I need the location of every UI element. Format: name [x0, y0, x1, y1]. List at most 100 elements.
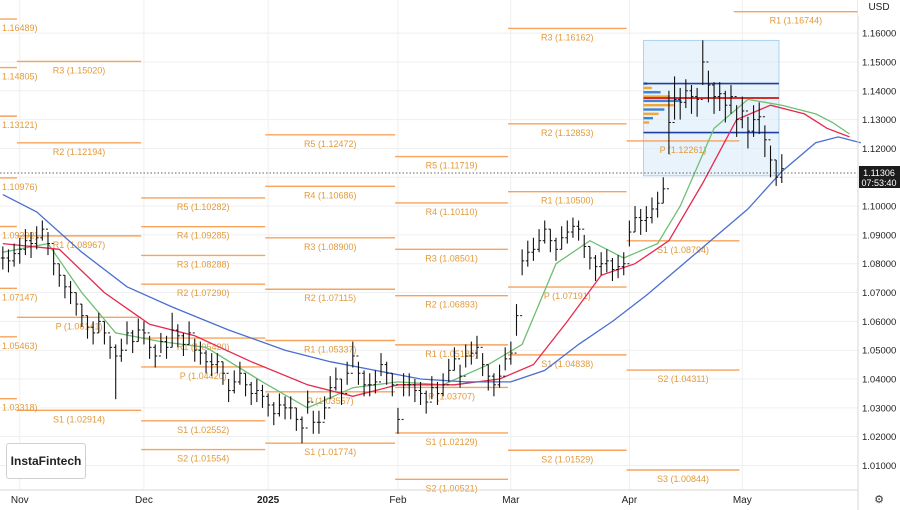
ohlc-bar	[395, 384, 400, 434]
ohlc-bar	[604, 249, 609, 273]
pivot-level-label: 1.16489)	[2, 23, 38, 33]
pivot-level-label: S2 (1.04311)	[657, 374, 708, 384]
ohlc-bar	[170, 312, 175, 348]
ohlc-bar	[125, 321, 130, 351]
pivot-level-label: R1 (1.05185)	[425, 349, 478, 359]
ohlc-bar	[666, 90, 671, 190]
ohlc-bar	[147, 332, 152, 359]
ohlc-bar	[525, 240, 530, 267]
profile-histogram-bar	[643, 116, 653, 120]
pivot-level-label: R3 (1.08501)	[425, 253, 478, 263]
ohlc-bar	[288, 396, 293, 420]
y-tick-label: 1.01000	[862, 461, 896, 472]
ohlc-bar	[723, 90, 728, 123]
pivot-level-label: S1 (1.02914)	[53, 414, 105, 424]
ohlc-bar	[226, 372, 231, 403]
ohlc-bar	[435, 381, 440, 405]
pivot-level-label: R1 (1.08967)	[53, 240, 106, 250]
y-tick-label: 1.06000	[862, 317, 896, 328]
ohlc-bar	[424, 390, 429, 414]
ohlc-bar	[678, 87, 683, 120]
ohlc-bar	[215, 353, 220, 374]
ohlc-bar	[232, 370, 237, 394]
settings-gear-icon[interactable]: ⚙	[874, 494, 884, 506]
ohlc-bar	[616, 255, 621, 279]
bar-countdown: 07:53:40	[861, 178, 896, 188]
ohlc-bar	[390, 372, 395, 397]
ohlc-bar	[379, 353, 384, 383]
ohlc-bar	[23, 229, 28, 256]
pivot-level-label: R3 (1.15020)	[53, 65, 106, 75]
pivot-level-label: R5 (1.10282)	[177, 202, 230, 212]
ohlc-bar	[542, 220, 547, 244]
ohlc-bar	[362, 370, 367, 397]
ohlc-bar	[480, 346, 485, 377]
y-tick-label: 1.02000	[862, 432, 896, 443]
pivot-level-label: S1 (1.08794)	[657, 245, 709, 255]
ohlc-bar	[91, 321, 96, 345]
ohlc-bar	[745, 110, 750, 149]
ohlc-bar	[491, 373, 496, 397]
ohlc-bar	[283, 396, 288, 420]
ohlc-bar	[768, 139, 773, 178]
ohlc-bar	[779, 154, 784, 184]
ohlc-bar	[136, 318, 141, 343]
ohlc-bar	[570, 217, 575, 238]
profile-histogram-bar	[643, 112, 659, 116]
x-tick-label: Dec	[135, 495, 153, 506]
pivot-level-label: R2 (1.12194)	[53, 147, 106, 157]
ohlc-bar	[254, 379, 259, 403]
ohlc-bar	[153, 344, 158, 368]
ohlc-bar	[45, 228, 50, 256]
ohlc-bar	[700, 40, 705, 100]
pivot-level-label: S2 (1.01529)	[541, 454, 593, 464]
ohlc-bar	[164, 335, 169, 359]
pivot-level-label: R5 (1.12472)	[304, 139, 357, 149]
y-tick-label: 1.16000	[862, 29, 896, 40]
pivot-level-label: R2 (1.06893)	[425, 300, 478, 310]
y-tick-label: 1.08000	[862, 259, 896, 270]
ohlc-bar	[6, 249, 11, 273]
ohlc-bar	[717, 82, 722, 111]
pivot-level-label: P (1.04420)	[180, 371, 227, 381]
ohlc-bar	[638, 208, 643, 235]
x-tick-label: Mar	[502, 495, 520, 506]
ohlc-bar	[599, 252, 604, 276]
ohlc-bar	[446, 358, 451, 386]
ohlc-bar	[644, 206, 649, 233]
ohlc-bar	[661, 177, 666, 204]
ohlc-bar	[158, 332, 163, 357]
ohlc-bar	[655, 191, 660, 218]
ohlc-bar	[0, 246, 5, 270]
y-tick-label: 1.07000	[862, 288, 896, 299]
profile-box	[643, 39, 780, 177]
pivot-level-label: R4 (1.09285)	[177, 231, 230, 241]
profile-histogram-bar	[643, 104, 674, 107]
ohlc-bar	[141, 321, 146, 345]
pivot-level-label: P (1.03707)	[428, 391, 475, 401]
ohlc-bar	[537, 229, 542, 253]
ohlc-bar	[554, 237, 559, 261]
ohlc-bar	[695, 87, 700, 117]
pivot-level-label: R1 (1.16744)	[770, 16, 823, 26]
y-tick-label: 1.14000	[862, 86, 896, 97]
ohlc-bar	[12, 243, 17, 267]
ohlc-bar	[187, 321, 192, 345]
ohlc-bar	[587, 245, 592, 270]
ohlc-bar	[576, 220, 581, 241]
ohlc-bar	[316, 410, 321, 434]
pivot-level-label: P (1.03557)	[307, 396, 354, 406]
ohlc-bar	[649, 197, 654, 224]
ohlc-bar	[621, 252, 626, 276]
pivot-level-label: 1.09292)	[2, 230, 38, 240]
pivot-level-label: 1.05463)	[2, 341, 38, 351]
ohlc-bar	[51, 243, 56, 276]
pivot-level-label: R1 (1.10500)	[541, 196, 594, 206]
y-tick-label: 1.15000	[862, 57, 896, 68]
currency-label[interactable]: USD	[858, 0, 900, 16]
ohlc-bar	[130, 330, 135, 354]
last-price-tag: 1.11306 07:53:40	[859, 166, 900, 188]
pivot-level-label: R1 (1.05337)	[304, 344, 357, 354]
pivot-level-label: R4 (1.10110)	[426, 207, 478, 217]
